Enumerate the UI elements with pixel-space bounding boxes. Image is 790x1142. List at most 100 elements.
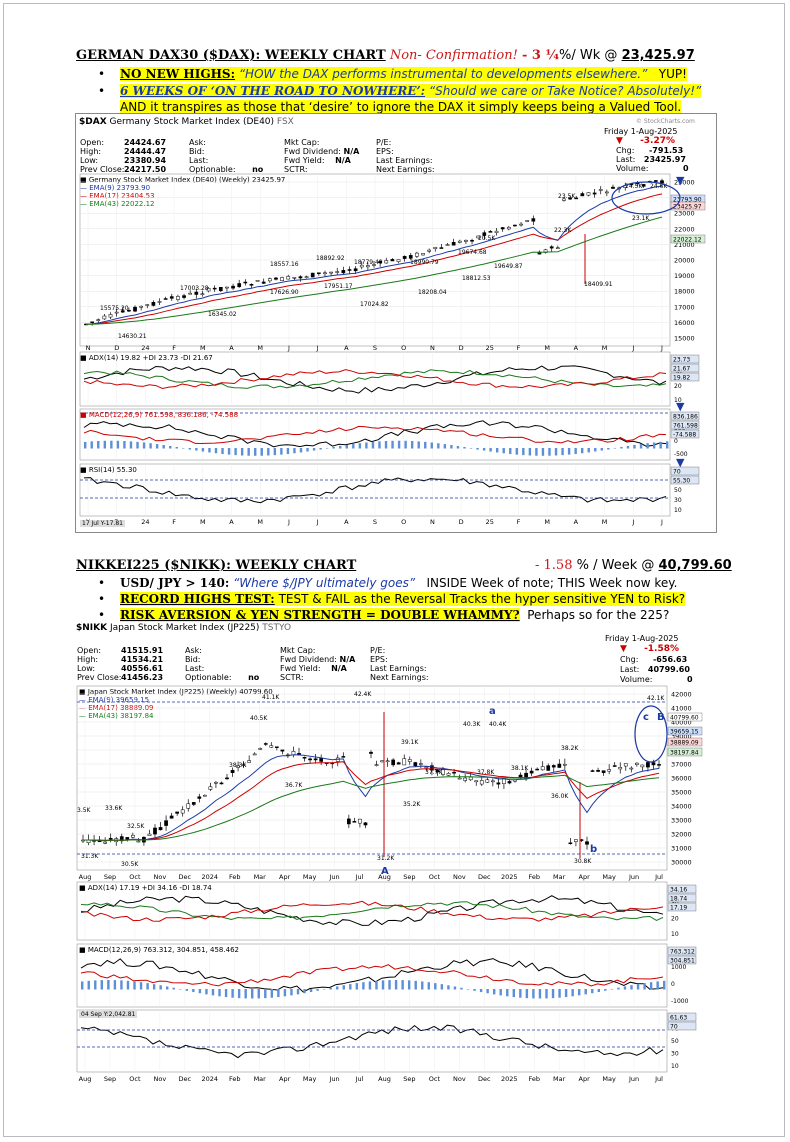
indicator-value-label: 18.74: [670, 896, 687, 903]
candle-body: [202, 794, 207, 797]
price-tick-label: 42000: [671, 691, 692, 699]
candle-body: [482, 232, 487, 236]
dax-bullet-2-quote: “Should we care or Take Notice? Absolute…: [428, 84, 702, 98]
macd-histogram-bar: [607, 448, 610, 450]
macd-histogram-bar: [342, 985, 345, 990]
month-label: S: [373, 518, 377, 526]
candle-body: [241, 764, 246, 766]
macd-histogram-bar: [666, 441, 669, 449]
candle-body: [302, 757, 307, 759]
month-label: A: [574, 518, 579, 526]
candle-body: [249, 284, 254, 286]
macd-histogram-bar: [633, 444, 636, 449]
price-annotation: 38.3K: [229, 762, 247, 769]
candle-body: [424, 766, 429, 769]
month-label: Aug: [378, 873, 391, 881]
dax-bullet-1-quote: “HOW the DAX performs instrumental to de…: [238, 67, 648, 81]
candle-body: [267, 278, 272, 282]
macd-histogram-bar: [381, 980, 385, 990]
macd-histogram-bar: [440, 984, 444, 990]
month-label: O: [401, 518, 406, 526]
dax-macd-label: ■ MACD(12,26,9) 761.598, 836.186, -74.58…: [80, 411, 239, 419]
macd-histogram-bar: [604, 989, 607, 991]
macd-histogram-bar: [113, 980, 117, 990]
indicator-tick-label: 10: [674, 507, 682, 514]
candle-body: [341, 756, 346, 758]
candle-body: [605, 191, 609, 194]
candle-body: [214, 781, 218, 784]
macd-histogram-bar: [198, 989, 202, 994]
month-label: Oct: [429, 873, 441, 881]
indicator-value-label: 23.73: [673, 357, 690, 364]
macd-histogram-bar: [623, 986, 627, 990]
month-label: Jun: [628, 873, 639, 881]
indicator-line-2-0: [80, 1024, 664, 1059]
macd-histogram-bar: [240, 448, 244, 456]
month-label: M: [200, 344, 206, 352]
price-annotation: 15575.20: [100, 305, 129, 312]
indicator-value-box: [670, 429, 700, 439]
month-label: Apr: [579, 1075, 591, 1083]
month-label: D: [459, 344, 464, 352]
month-label: Nov: [453, 1075, 466, 1083]
indicator-value-label: 19.82: [673, 375, 690, 382]
candle-body: [476, 235, 481, 239]
candle-body: [329, 271, 333, 274]
macd-histogram-bar: [270, 989, 274, 998]
right-value-box: [670, 201, 706, 211]
indicator-value-label: 55.30: [673, 478, 690, 485]
price-annotation: 18557.16: [270, 261, 299, 268]
right-value-label: 40799.60: [670, 715, 699, 722]
candle-body: [601, 770, 606, 773]
wave-marker-B: B: [657, 712, 665, 723]
candle-body: [252, 753, 257, 756]
candle-body: [574, 197, 579, 200]
dax-watermark: © StockCharts.com: [636, 118, 695, 125]
candle-body: [206, 288, 211, 292]
candle-body: [153, 827, 157, 835]
month-label: Nov: [154, 873, 167, 881]
price-annotation: 18208.04: [418, 289, 447, 296]
month-label: Mar: [553, 873, 566, 881]
price-tick-label: 40000: [671, 719, 692, 727]
price-tick-label: 32000: [671, 831, 692, 839]
macd-histogram-bar: [251, 989, 254, 999]
macd-histogram-bar: [486, 989, 489, 994]
candle-body: [353, 268, 358, 272]
month-label: J: [287, 344, 290, 352]
price-annotation: 42.1K: [647, 695, 665, 702]
indicator-value-label: 763.312: [670, 949, 695, 956]
candle-body: [585, 841, 589, 845]
month-label: 25: [486, 518, 494, 526]
ema-43-line: [83, 774, 660, 841]
price-annotation: 31.3K: [81, 853, 99, 860]
candle-body: [366, 265, 370, 268]
candle-body: [464, 240, 468, 242]
nikk-heading-right: - 1.58 % / Week @ 40,799.60: [535, 558, 732, 573]
indicator-line-1-1: [83, 425, 667, 445]
price-tick-label: 23000: [674, 210, 695, 218]
candle-body: [304, 276, 309, 278]
highlight-ellipse: [611, 181, 681, 215]
price-annotation: 17626.90: [270, 289, 299, 296]
candle-body: [280, 277, 284, 281]
macd-histogram-bar: [430, 442, 433, 449]
candle-body: [598, 189, 603, 191]
candle-body: [463, 777, 468, 781]
macd-histogram-bar: [162, 444, 165, 449]
macd-histogram-bar: [303, 989, 306, 994]
candle-body: [524, 772, 528, 779]
macd-histogram-bar: [247, 448, 250, 456]
month-label: Feb: [229, 873, 241, 881]
candle-body: [596, 769, 600, 772]
month-label: Apr: [279, 873, 291, 881]
macd-histogram-bar: [434, 983, 437, 990]
indicator-value-box: [667, 1012, 697, 1022]
candle-body: [186, 803, 191, 809]
right-value-box: [667, 712, 703, 722]
price-annotation: 18990.79: [410, 259, 439, 266]
candle-body: [415, 252, 419, 257]
macd-histogram-bar: [201, 448, 205, 452]
macd-histogram-bar: [643, 983, 646, 990]
macd-histogram-bar: [211, 989, 215, 996]
